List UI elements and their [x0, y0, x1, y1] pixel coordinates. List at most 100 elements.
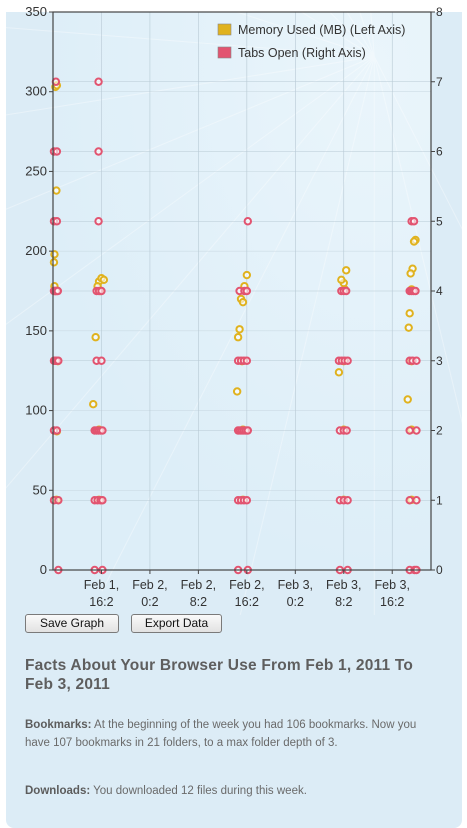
tabs-point	[98, 496, 107, 505]
export-data-button[interactable]: Export Data	[131, 614, 222, 633]
tabs-point	[52, 217, 62, 226]
x-axis-tick-label: 0:2	[141, 595, 158, 609]
memory-point	[334, 368, 344, 377]
tabs-point	[94, 147, 103, 156]
downloads-text: You downloaded 12 files during this week…	[93, 785, 307, 797]
memory-point	[242, 270, 252, 280]
tabs-point	[412, 426, 421, 435]
background-ray	[101, 56, 375, 592]
background-ray	[373, 56, 467, 445]
background-rays	[0, 0, 467, 657]
background-ray	[0, 26, 375, 58]
memory-point	[52, 186, 61, 195]
right-axis-tick-label: 3	[436, 354, 443, 368]
x-axis-tick-label: 16:2	[235, 595, 259, 609]
tabs-point	[54, 356, 63, 365]
memory-point	[99, 275, 109, 285]
background-ray	[0, 56, 375, 117]
right-axis-tick-label: 4	[436, 284, 443, 298]
tabs-point	[52, 147, 62, 156]
right-axis-tick-label: 8	[436, 5, 443, 19]
left-axis-tick-label: 50	[33, 482, 47, 497]
tabs-point	[242, 496, 252, 505]
memory-point	[233, 333, 243, 342]
tabs-point	[243, 217, 253, 226]
background-ray	[0, 56, 375, 496]
tabs-point	[94, 217, 103, 226]
background-ray	[233, 56, 375, 641]
x-axis-tick-label: Feb 3,	[278, 578, 313, 592]
tabs-point	[343, 496, 352, 505]
x-axis-tick-label: 8:2	[190, 595, 207, 609]
tabs-point	[54, 496, 63, 505]
tabs-point	[243, 426, 253, 435]
right-axis-tick-label: 0	[436, 563, 443, 577]
memory-point	[235, 325, 244, 334]
tabs-point	[405, 496, 414, 505]
tabs-point	[53, 286, 63, 296]
right-axis-tick-label: 5	[436, 214, 443, 228]
right-axis-tick-label: 2	[436, 424, 443, 438]
tabs-point	[411, 286, 420, 296]
facts-title: Facts About Your Browser Use From Feb 1,…	[25, 657, 414, 693]
memory-point	[50, 250, 59, 259]
tabs-point	[97, 356, 106, 365]
tabs-point	[341, 286, 351, 296]
bookmarks-text: At the beginning of the week you had 106…	[25, 719, 417, 749]
left-axis-tick-label: 300	[25, 84, 47, 99]
save-graph-button[interactable]: Save Graph	[25, 614, 119, 633]
memory-point	[409, 237, 419, 246]
left-axis-tick-label: 0	[40, 562, 47, 577]
chart-legend: Memory Used (MB) (Left Axis) Tabs Open (R…	[217, 23, 405, 60]
x-axis-tick-label: 16:2	[89, 595, 113, 609]
x-axis-tick-label: 0:2	[287, 595, 304, 609]
right-axis-tick-label: 1	[436, 493, 443, 507]
legend-swatch	[217, 23, 232, 36]
tabs-point	[409, 217, 419, 226]
left-axis-tick-label: 100	[25, 403, 47, 418]
x-axis-tick-label: Feb 2,	[229, 578, 264, 592]
chart-axes: 0 50 100 150 200 250 300 350 0 1 2 3 4 5 6 7 8 Feb 1, 16:2…	[25, 4, 443, 609]
legend-label: Tabs Open (Right Axis)	[238, 46, 366, 60]
memory-point	[238, 297, 248, 307]
left-axis-tick-label: 250	[25, 163, 47, 178]
background-ray	[0, 56, 375, 330]
tabs-point	[97, 286, 106, 296]
memory-point	[404, 323, 413, 332]
x-axis-tick-label: Feb 2,	[181, 578, 216, 592]
tabs-point	[94, 77, 103, 86]
memory-point	[403, 395, 412, 404]
memory-point	[49, 258, 59, 267]
memory-point	[405, 309, 414, 318]
legend-swatch	[217, 46, 232, 59]
memory-point	[337, 275, 346, 285]
memory-point	[341, 266, 351, 275]
x-axis-tick-label: Feb 2,	[132, 578, 167, 592]
tabs-point	[343, 356, 352, 365]
background-ray	[198, 0, 375, 58]
right-axis-tick-label: 7	[436, 75, 443, 89]
tabs-point	[412, 496, 421, 505]
downloads-fact: Downloads: You downloaded 12 files durin…	[25, 782, 435, 800]
left-axis-tick-label: 200	[25, 243, 47, 258]
tabs-point	[405, 426, 414, 435]
tabs-point	[412, 356, 421, 365]
tabs-point	[242, 286, 252, 296]
x-axis-tick-label: 8:2	[335, 595, 352, 609]
memory-tabs-chart: 0 50 100 150 200 250 300 350 0 1 2 3 4 5 6 7 8 Feb 1, 16:2…	[0, 0, 467, 657]
tabs-series	[49, 77, 421, 575]
tabs-point	[342, 426, 351, 435]
downloads-label: Downloads:	[25, 785, 91, 797]
bookmarks-fact: Bookmarks: At the beginning of the week …	[25, 716, 435, 752]
x-axis-tick-label: Feb 1,	[84, 578, 119, 592]
memory-point	[91, 333, 100, 342]
background-ray	[373, 56, 467, 240]
memory-point	[406, 269, 415, 278]
memory-point	[232, 387, 242, 396]
tabs-point	[242, 356, 252, 365]
bookmarks-label: Bookmarks:	[25, 719, 92, 731]
x-axis-tick-label: Feb 3,	[326, 578, 361, 592]
legend-label: Memory Used (MB) (Left Axis)	[238, 23, 405, 37]
tabs-point	[52, 426, 62, 435]
tabs-point	[51, 77, 61, 86]
